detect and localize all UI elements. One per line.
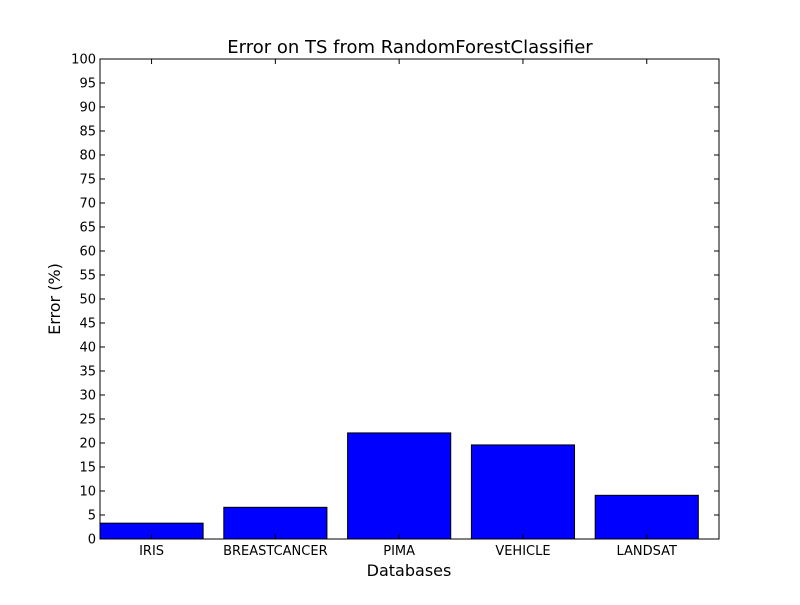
bar-vehicle [470, 444, 576, 540]
y-tick-label: 80 [79, 149, 96, 164]
x-tick-label: VEHICLE [495, 544, 550, 559]
y-tick-label: 65 [79, 221, 96, 236]
y-tick-label: 55 [79, 269, 96, 284]
y-tick-label: 30 [79, 389, 96, 404]
x-tick-label: LANDSAT [617, 544, 678, 559]
chart-title: Error on TS from RandomForestClassifier [227, 37, 593, 58]
y-tick-label: 60 [79, 245, 96, 260]
y-tick-label: 10 [79, 485, 96, 500]
y-tick-label: 20 [79, 437, 96, 452]
y-axis-label: Error (%) [45, 263, 64, 335]
y-tick-label: 45 [79, 317, 96, 332]
x-tick-label: IRIS [139, 544, 164, 559]
y-tick-label: 0 [88, 533, 96, 548]
bar-landsat [594, 494, 699, 540]
y-tick-label: 90 [79, 101, 96, 116]
x-axis-label: Databases [367, 561, 452, 580]
y-tick-label: 70 [79, 197, 96, 212]
y-tick-label: 95 [79, 77, 96, 92]
y-tick-label: 100 [71, 53, 96, 68]
bar-pima [347, 432, 452, 540]
ticks-layer: IRIS BREASTCANCER PIMA VEHICLE LANDSAT 0 5 10 15… [71, 53, 719, 559]
y-tick-label: 35 [79, 365, 96, 380]
x-tick-label: PIMA [383, 544, 415, 559]
plot-frame [99, 58, 720, 540]
y-tick-label: 40 [79, 341, 96, 356]
bar-breastcancer [223, 506, 328, 540]
y-tick-label: 15 [79, 461, 96, 476]
bars-layer [99, 432, 699, 540]
x-tick-label: BREASTCANCER [223, 544, 328, 559]
y-tick-label: 50 [79, 293, 96, 308]
y-tick-label: 25 [79, 413, 96, 428]
y-tick-label: 75 [79, 173, 96, 188]
y-tick-label: 5 [88, 509, 96, 524]
y-tick-label: 85 [79, 125, 96, 140]
